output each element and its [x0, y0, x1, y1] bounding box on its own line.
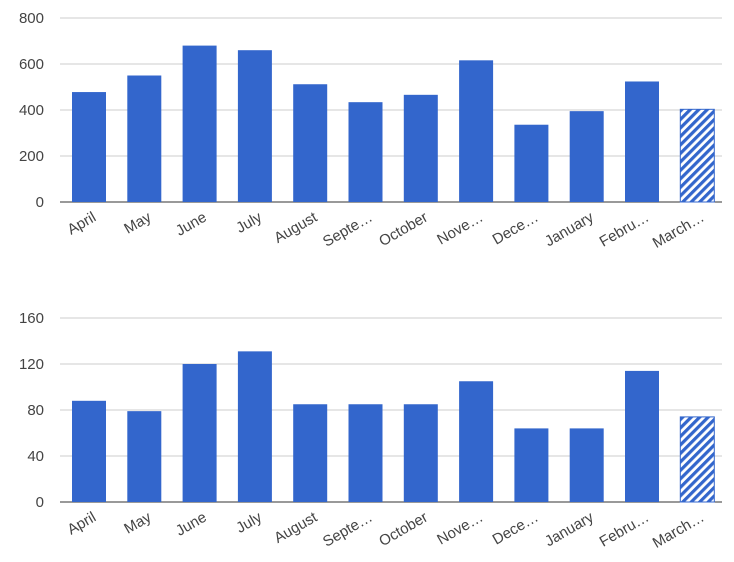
- x-tick-label: June: [173, 509, 210, 540]
- x-tick-label: Dece…: [490, 209, 542, 249]
- x-tick-label: August: [271, 508, 321, 546]
- bar[interactable]: [348, 404, 383, 502]
- x-tick-label: March…: [650, 509, 708, 552]
- x-tick-label: October: [376, 509, 431, 550]
- bar[interactable]: [625, 81, 659, 202]
- bar[interactable]: [514, 124, 549, 202]
- x-tick-label: May: [121, 508, 154, 537]
- bar[interactable]: [459, 381, 494, 502]
- x-tick-label: Nove…: [434, 509, 486, 549]
- bar[interactable]: [459, 60, 494, 202]
- bar[interactable]: [348, 102, 383, 202]
- y-tick-label: 160: [19, 310, 44, 327]
- bar[interactable]: [127, 75, 162, 203]
- bar[interactable]: [569, 111, 604, 202]
- bar[interactable]: [237, 351, 272, 502]
- x-tick-label: Dece…: [490, 509, 542, 549]
- bar-chart-bottom: 0 40 80 120 160 April May June July August Septe… O…: [19, 310, 722, 552]
- x-tick-label: Febru…: [597, 209, 652, 251]
- x-tick-label: May: [121, 208, 154, 237]
- bar[interactable]: [569, 428, 604, 502]
- x-tick-label: January: [542, 508, 597, 550]
- bar[interactable]: [679, 108, 715, 203]
- y-tick-label: 800: [19, 10, 44, 27]
- x-tick-label: Septe…: [320, 509, 375, 551]
- y-tick-label: 400: [19, 102, 44, 119]
- y-tick-label: 0: [36, 494, 44, 511]
- y-tick-label: 200: [19, 148, 44, 165]
- x-tick-label: March…: [650, 209, 708, 252]
- bar[interactable]: [625, 370, 659, 502]
- x-tick-label: August: [271, 208, 321, 246]
- bar[interactable]: [237, 50, 272, 203]
- x-tick-label: Febru…: [597, 509, 652, 551]
- bar[interactable]: [127, 411, 162, 502]
- x-tick-label: July: [233, 508, 265, 536]
- bar[interactable]: [72, 92, 106, 202]
- bar[interactable]: [182, 364, 217, 502]
- bar[interactable]: [182, 45, 217, 202]
- y-tick-label: 40: [27, 448, 44, 465]
- x-tick-label: June: [173, 209, 210, 240]
- bar[interactable]: [679, 416, 715, 503]
- bar[interactable]: [293, 84, 328, 202]
- bar[interactable]: [514, 428, 549, 502]
- y-tick-label: 80: [27, 402, 44, 419]
- bar[interactable]: [72, 400, 106, 502]
- bar[interactable]: [403, 94, 438, 202]
- bar[interactable]: [403, 404, 438, 502]
- x-tick-label: April: [65, 509, 99, 539]
- bar-chart-top: 0 200 400 600 800 April May June July August Septe…: [19, 10, 722, 252]
- bar[interactable]: [293, 404, 328, 502]
- x-tick-label: Septe…: [320, 209, 375, 251]
- y-tick-label: 600: [19, 56, 44, 73]
- x-tick-label: April: [65, 209, 99, 239]
- x-tick-label: October: [376, 209, 431, 250]
- y-tick-label: 120: [19, 356, 44, 373]
- x-tick-label: July: [233, 208, 265, 236]
- x-tick-label: Nove…: [434, 209, 486, 249]
- y-tick-label: 0: [36, 194, 44, 211]
- x-tick-label: January: [542, 208, 597, 250]
